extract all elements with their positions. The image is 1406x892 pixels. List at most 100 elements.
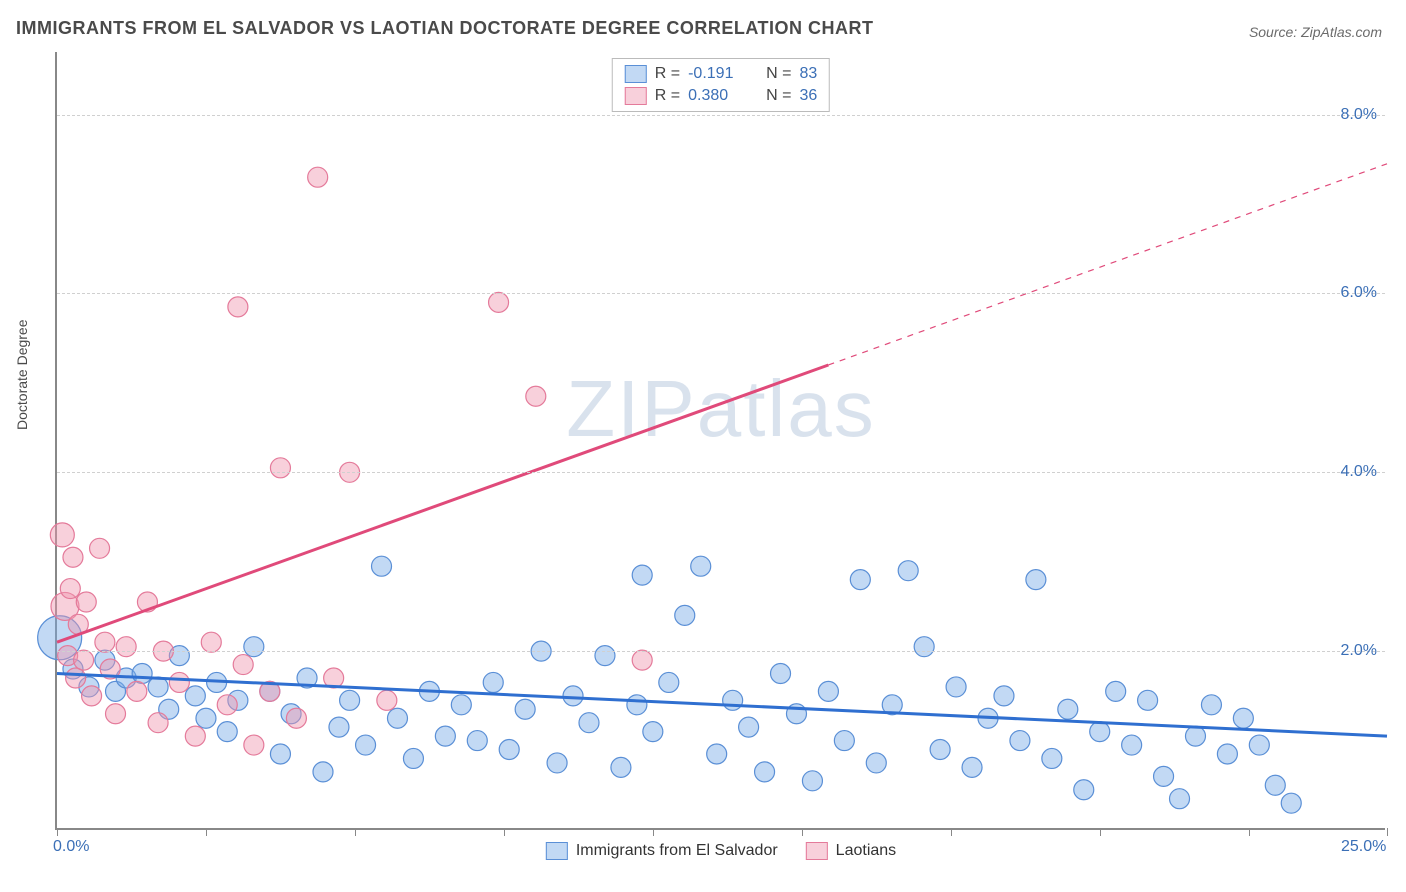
legend-item-series-1: Laotians	[806, 842, 897, 860]
data-point	[66, 668, 86, 688]
data-point	[372, 556, 392, 576]
data-point	[595, 646, 615, 666]
x-tick	[504, 828, 505, 836]
x-tick	[355, 828, 356, 836]
data-point	[201, 632, 221, 652]
source-prefix: Source:	[1249, 24, 1301, 40]
x-tick	[802, 828, 803, 836]
chart-svg	[57, 52, 1385, 828]
data-point	[994, 686, 1014, 706]
data-point	[196, 708, 216, 728]
data-point	[329, 717, 349, 737]
data-point	[217, 695, 237, 715]
data-point	[1106, 681, 1126, 701]
x-tick	[1387, 828, 1388, 836]
data-point	[106, 704, 126, 724]
data-point	[1154, 766, 1174, 786]
data-point	[90, 538, 110, 558]
data-point	[1122, 735, 1142, 755]
y-tick-label: 4.0%	[1341, 463, 1377, 481]
data-point	[340, 690, 360, 710]
data-point	[946, 677, 966, 697]
data-point	[632, 565, 652, 585]
plot-area: ZIPatlas R = -0.191 N = 83 R = 0.380 N =…	[55, 52, 1385, 830]
legend-label-1: Laotians	[836, 842, 897, 860]
data-point	[1010, 731, 1030, 751]
data-point	[1058, 699, 1078, 719]
data-point	[467, 731, 487, 751]
data-point	[1217, 744, 1237, 764]
trend-line-series-0	[57, 674, 1387, 737]
trend-line-series-1	[57, 365, 828, 642]
data-point	[60, 579, 80, 599]
x-tick-label: 0.0%	[53, 838, 89, 856]
data-point	[691, 556, 711, 576]
data-point	[1090, 722, 1110, 742]
swatch-bottom-1	[806, 842, 828, 860]
series-legend: Immigrants from El Salvador Laotians	[546, 842, 896, 860]
data-point	[169, 672, 189, 692]
gridline	[57, 651, 1385, 652]
data-point	[313, 762, 333, 782]
data-point	[499, 740, 519, 760]
data-point	[74, 650, 94, 670]
data-point	[771, 664, 791, 684]
data-point	[217, 722, 237, 742]
x-tick	[653, 828, 654, 836]
x-tick	[206, 828, 207, 836]
data-point	[818, 681, 838, 701]
legend-item-series-0: Immigrants from El Salvador	[546, 842, 778, 860]
data-point	[308, 167, 328, 187]
data-point	[286, 708, 306, 728]
data-point	[1281, 793, 1301, 813]
data-point	[127, 681, 147, 701]
data-point	[707, 744, 727, 764]
data-point	[755, 762, 775, 782]
data-point	[270, 744, 290, 764]
data-point	[723, 690, 743, 710]
data-point	[739, 717, 759, 737]
data-point	[132, 664, 152, 684]
data-point	[148, 713, 168, 733]
y-tick-label: 6.0%	[1341, 284, 1377, 302]
data-point	[185, 726, 205, 746]
data-point	[82, 686, 102, 706]
chart-title: IMMIGRANTS FROM EL SALVADOR VS LAOTIAN D…	[16, 18, 874, 39]
data-point	[228, 297, 248, 317]
data-point	[1185, 726, 1205, 746]
data-point	[632, 650, 652, 670]
data-point	[526, 386, 546, 406]
data-point	[403, 748, 423, 768]
data-point	[1042, 748, 1062, 768]
data-point	[1026, 570, 1046, 590]
gridline	[57, 472, 1385, 473]
data-point	[1249, 735, 1269, 755]
data-point	[244, 735, 264, 755]
data-point	[185, 686, 205, 706]
data-point	[435, 726, 455, 746]
data-point	[63, 547, 83, 567]
x-tick-label: 25.0%	[1341, 838, 1386, 856]
data-point	[659, 672, 679, 692]
data-point	[914, 637, 934, 657]
data-point	[579, 713, 599, 733]
data-point	[834, 731, 854, 751]
data-point	[563, 686, 583, 706]
legend-label-0: Immigrants from El Salvador	[576, 842, 778, 860]
data-point	[356, 735, 376, 755]
data-point	[962, 757, 982, 777]
source-credit: Source: ZipAtlas.com	[1249, 24, 1382, 40]
gridline	[57, 115, 1385, 116]
data-point	[451, 695, 471, 715]
y-tick-label: 2.0%	[1341, 642, 1377, 660]
data-point	[898, 561, 918, 581]
source-name: ZipAtlas.com	[1301, 24, 1382, 40]
x-tick	[57, 828, 58, 836]
data-point	[116, 637, 136, 657]
data-point	[515, 699, 535, 719]
data-point	[1265, 775, 1285, 795]
data-point	[1138, 690, 1158, 710]
trend-line-series-1-extrapolated	[828, 164, 1387, 365]
data-point	[627, 695, 647, 715]
data-point	[1233, 708, 1253, 728]
